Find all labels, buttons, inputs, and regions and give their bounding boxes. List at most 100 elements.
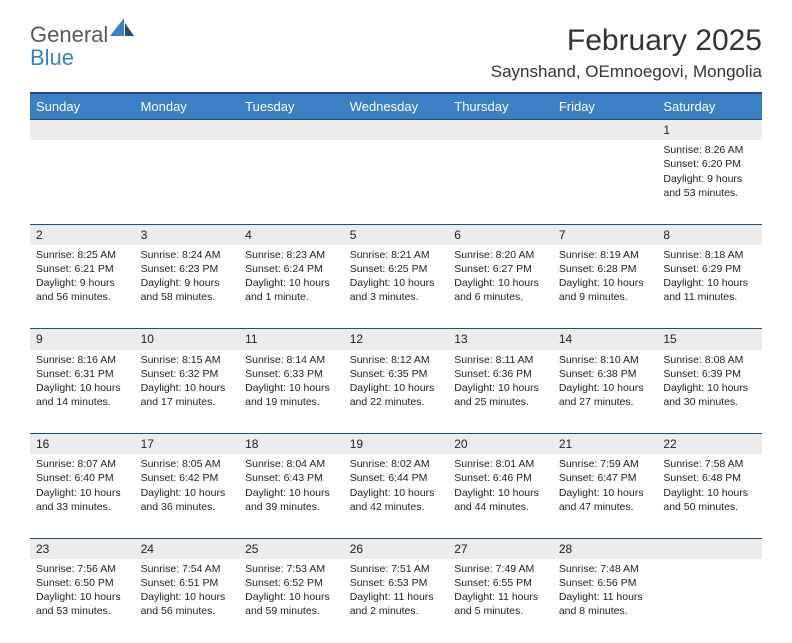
day-number-cell bbox=[30, 120, 135, 141]
day-number-cell: 16 bbox=[30, 434, 135, 455]
day-content-cell: Sunrise: 8:24 AMSunset: 6:23 PMDaylight:… bbox=[135, 245, 240, 329]
day-number-cell: 4 bbox=[239, 224, 344, 245]
day-content-cell: Sunrise: 8:18 AMSunset: 6:29 PMDaylight:… bbox=[657, 245, 762, 329]
page-header: General Blue February 2025 Saynshand, OE… bbox=[30, 24, 762, 82]
day-number-cell: 1 bbox=[657, 120, 762, 141]
day-content-cell: Sunrise: 7:54 AMSunset: 6:51 PMDaylight:… bbox=[135, 559, 240, 643]
brand-word-2: Blue bbox=[30, 45, 74, 70]
day-number-cell: 17 bbox=[135, 434, 240, 455]
day-content-cell bbox=[239, 140, 344, 224]
day-number-cell: 23 bbox=[30, 538, 135, 559]
day-number-cell: 20 bbox=[448, 434, 553, 455]
weekday-header: Friday bbox=[553, 93, 658, 120]
day-content-cell: Sunrise: 8:11 AMSunset: 6:36 PMDaylight:… bbox=[448, 350, 553, 434]
day-number-cell: 19 bbox=[344, 434, 449, 455]
day-content-cell bbox=[135, 140, 240, 224]
day-content-row: Sunrise: 8:16 AMSunset: 6:31 PMDaylight:… bbox=[30, 350, 762, 434]
day-number-cell: 27 bbox=[448, 538, 553, 559]
day-content-cell: Sunrise: 8:23 AMSunset: 6:24 PMDaylight:… bbox=[239, 245, 344, 329]
day-number-cell: 15 bbox=[657, 329, 762, 350]
day-content-cell: Sunrise: 7:56 AMSunset: 6:50 PMDaylight:… bbox=[30, 559, 135, 643]
day-number-row: 16171819202122 bbox=[30, 434, 762, 455]
weekday-header-row: Sunday Monday Tuesday Wednesday Thursday… bbox=[30, 93, 762, 120]
day-content-cell: Sunrise: 8:02 AMSunset: 6:44 PMDaylight:… bbox=[344, 454, 449, 538]
weekday-header: Saturday bbox=[657, 93, 762, 120]
brand-logo: General Blue bbox=[30, 24, 134, 70]
brand-word-1: General bbox=[30, 22, 108, 47]
logo-text-block: General Blue bbox=[30, 24, 134, 70]
calendar-body: 1Sunrise: 8:26 AMSunset: 6:20 PMDaylight… bbox=[30, 120, 762, 643]
day-number-cell: 24 bbox=[135, 538, 240, 559]
day-number-cell: 18 bbox=[239, 434, 344, 455]
calendar-page: General Blue February 2025 Saynshand, OE… bbox=[0, 0, 792, 643]
day-number-cell: 28 bbox=[553, 538, 658, 559]
day-number-cell: 3 bbox=[135, 224, 240, 245]
day-content-row: Sunrise: 8:26 AMSunset: 6:20 PMDaylight:… bbox=[30, 140, 762, 224]
day-number-row: 232425262728 bbox=[30, 538, 762, 559]
day-number-cell bbox=[553, 120, 658, 141]
day-content-cell: Sunrise: 8:04 AMSunset: 6:43 PMDaylight:… bbox=[239, 454, 344, 538]
day-number-cell: 25 bbox=[239, 538, 344, 559]
day-number-cell: 11 bbox=[239, 329, 344, 350]
day-content-cell bbox=[30, 140, 135, 224]
day-number-cell: 21 bbox=[553, 434, 658, 455]
weekday-header: Wednesday bbox=[344, 93, 449, 120]
day-content-cell bbox=[657, 559, 762, 643]
day-content-row: Sunrise: 7:56 AMSunset: 6:50 PMDaylight:… bbox=[30, 559, 762, 643]
title-block: February 2025 Saynshand, OEmnoegovi, Mon… bbox=[491, 24, 762, 82]
day-content-cell: Sunrise: 8:16 AMSunset: 6:31 PMDaylight:… bbox=[30, 350, 135, 434]
day-number-cell: 26 bbox=[344, 538, 449, 559]
day-content-cell bbox=[448, 140, 553, 224]
day-content-cell: Sunrise: 8:20 AMSunset: 6:27 PMDaylight:… bbox=[448, 245, 553, 329]
day-content-cell: Sunrise: 8:14 AMSunset: 6:33 PMDaylight:… bbox=[239, 350, 344, 434]
day-content-cell bbox=[553, 140, 658, 224]
day-number-cell bbox=[344, 120, 449, 141]
day-content-row: Sunrise: 8:25 AMSunset: 6:21 PMDaylight:… bbox=[30, 245, 762, 329]
day-number-cell: 8 bbox=[657, 224, 762, 245]
day-content-cell: Sunrise: 7:51 AMSunset: 6:53 PMDaylight:… bbox=[344, 559, 449, 643]
day-number-row: 9101112131415 bbox=[30, 329, 762, 350]
location-subtitle: Saynshand, OEmnoegovi, Mongolia bbox=[491, 62, 762, 82]
day-content-cell: Sunrise: 7:49 AMSunset: 6:55 PMDaylight:… bbox=[448, 559, 553, 643]
day-number-cell: 9 bbox=[30, 329, 135, 350]
weekday-header: Tuesday bbox=[239, 93, 344, 120]
day-number-row: 2345678 bbox=[30, 224, 762, 245]
day-content-cell: Sunrise: 8:10 AMSunset: 6:38 PMDaylight:… bbox=[553, 350, 658, 434]
day-content-cell: Sunrise: 8:07 AMSunset: 6:40 PMDaylight:… bbox=[30, 454, 135, 538]
weekday-header: Sunday bbox=[30, 93, 135, 120]
day-number-cell: 14 bbox=[553, 329, 658, 350]
day-content-cell: Sunrise: 8:19 AMSunset: 6:28 PMDaylight:… bbox=[553, 245, 658, 329]
day-content-cell: Sunrise: 7:59 AMSunset: 6:47 PMDaylight:… bbox=[553, 454, 658, 538]
day-content-cell: Sunrise: 7:58 AMSunset: 6:48 PMDaylight:… bbox=[657, 454, 762, 538]
day-number-cell bbox=[657, 538, 762, 559]
day-number-cell bbox=[135, 120, 240, 141]
day-content-cell bbox=[344, 140, 449, 224]
day-content-cell: Sunrise: 8:01 AMSunset: 6:46 PMDaylight:… bbox=[448, 454, 553, 538]
day-content-cell: Sunrise: 8:05 AMSunset: 6:42 PMDaylight:… bbox=[135, 454, 240, 538]
day-content-cell: Sunrise: 7:48 AMSunset: 6:56 PMDaylight:… bbox=[553, 559, 658, 643]
day-number-cell: 12 bbox=[344, 329, 449, 350]
day-number-row: 1 bbox=[30, 120, 762, 141]
day-number-cell bbox=[239, 120, 344, 141]
weekday-header: Thursday bbox=[448, 93, 553, 120]
day-number-cell: 13 bbox=[448, 329, 553, 350]
day-number-cell: 10 bbox=[135, 329, 240, 350]
day-content-cell: Sunrise: 8:15 AMSunset: 6:32 PMDaylight:… bbox=[135, 350, 240, 434]
day-number-cell: 22 bbox=[657, 434, 762, 455]
day-number-cell: 2 bbox=[30, 224, 135, 245]
day-content-cell: Sunrise: 7:53 AMSunset: 6:52 PMDaylight:… bbox=[239, 559, 344, 643]
day-content-cell: Sunrise: 8:25 AMSunset: 6:21 PMDaylight:… bbox=[30, 245, 135, 329]
weekday-header: Monday bbox=[135, 93, 240, 120]
day-number-cell: 7 bbox=[553, 224, 658, 245]
day-number-cell: 5 bbox=[344, 224, 449, 245]
day-number-cell: 6 bbox=[448, 224, 553, 245]
calendar-table: Sunday Monday Tuesday Wednesday Thursday… bbox=[30, 92, 762, 643]
day-content-cell: Sunrise: 8:12 AMSunset: 6:35 PMDaylight:… bbox=[344, 350, 449, 434]
day-number-cell bbox=[448, 120, 553, 141]
sail-icon bbox=[110, 18, 134, 36]
day-content-row: Sunrise: 8:07 AMSunset: 6:40 PMDaylight:… bbox=[30, 454, 762, 538]
month-title: February 2025 bbox=[491, 24, 762, 58]
day-content-cell: Sunrise: 8:26 AMSunset: 6:20 PMDaylight:… bbox=[657, 140, 762, 224]
day-content-cell: Sunrise: 8:08 AMSunset: 6:39 PMDaylight:… bbox=[657, 350, 762, 434]
day-content-cell: Sunrise: 8:21 AMSunset: 6:25 PMDaylight:… bbox=[344, 245, 449, 329]
